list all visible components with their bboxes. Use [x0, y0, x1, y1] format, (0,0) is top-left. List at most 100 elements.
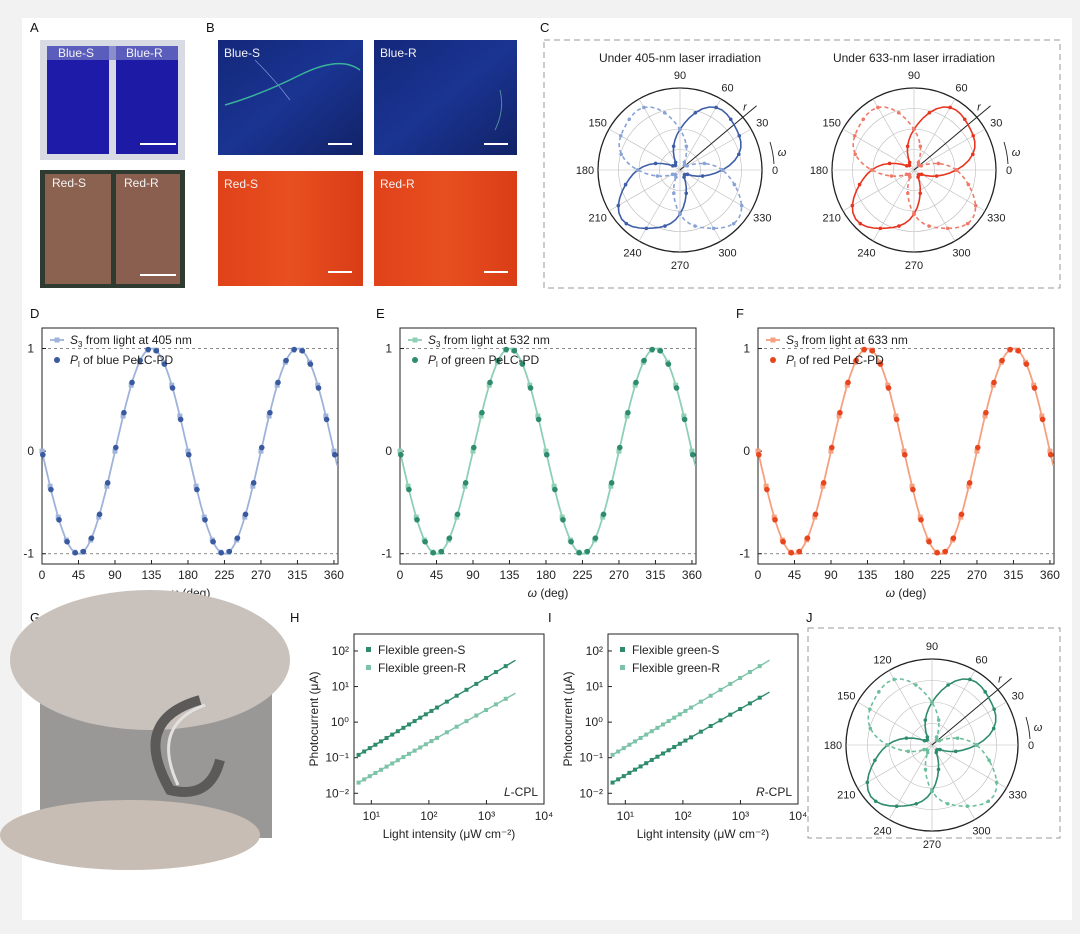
data-point — [423, 712, 428, 717]
polar-point-solid — [922, 738, 927, 743]
polar-point-dashed — [720, 168, 725, 172]
polar-omega-label: ω — [778, 147, 787, 159]
polar-point-solid — [919, 172, 924, 177]
device-red-s — [45, 174, 111, 284]
polar-point-dashed — [693, 224, 697, 228]
point-pl — [764, 486, 770, 493]
data-point — [423, 742, 428, 747]
data-point — [464, 687, 469, 692]
polar-angle-tick: 0 — [1006, 165, 1012, 177]
point-s3 — [535, 413, 541, 419]
polar-chart-c-left: 0 30 60 90 150 180 210 240 270 300 330 r ω — [576, 70, 787, 272]
data-point — [757, 695, 762, 700]
data-point — [378, 739, 383, 744]
device-blue-s — [47, 46, 109, 154]
point-pl — [503, 346, 510, 353]
data-point — [395, 758, 400, 763]
finger-top — [10, 590, 290, 730]
x-tick-label: 10³ — [478, 809, 495, 823]
point-s3 — [242, 514, 248, 520]
label-red-r: Red-R — [380, 177, 415, 191]
legend-entry: Pl of green PeLC-PD — [428, 353, 540, 369]
x-tick-label: 10⁴ — [535, 809, 554, 823]
data-point — [610, 780, 615, 785]
point-pl — [430, 549, 437, 556]
polar-point-dashed — [655, 174, 660, 178]
point-pl — [495, 357, 501, 364]
y-tick-label: 10⁻¹ — [325, 751, 349, 765]
x-tick-label: 360 — [1040, 568, 1060, 582]
point-s3 — [844, 382, 850, 388]
polar-angle-tick: 180 — [576, 165, 594, 177]
crack-line — [254, 59, 291, 101]
point-pl — [88, 535, 95, 541]
point-pl — [828, 444, 835, 451]
polar-point-dashed — [732, 182, 737, 187]
micrograph-red-s — [218, 171, 363, 286]
data-point — [390, 732, 395, 737]
y-tick-label: -1 — [381, 547, 392, 561]
point-pl — [185, 451, 192, 458]
point-s3 — [820, 483, 826, 489]
polar-point-solid — [934, 174, 939, 178]
x-tick-label: 45 — [788, 568, 802, 582]
data-point — [708, 724, 713, 729]
point-pl — [479, 409, 485, 416]
polar-point-dashed — [936, 718, 941, 722]
polar-point-solid — [857, 182, 862, 187]
point-s3 — [527, 382, 533, 388]
polar-point-dashed — [635, 168, 640, 172]
point-pl — [250, 480, 257, 486]
data-point — [412, 719, 417, 724]
polar-spoke — [638, 98, 681, 171]
polar-angle-tick: 240 — [623, 247, 641, 259]
point-pl — [210, 538, 216, 545]
point-pl — [926, 538, 932, 545]
point-pl — [893, 416, 900, 423]
polar-angle-tick: 150 — [589, 118, 607, 130]
point-s3 — [600, 514, 606, 520]
polar-angle-tick: 240 — [857, 247, 875, 259]
x-tick-label: 10¹ — [363, 809, 380, 823]
panel-letter-f: F — [736, 306, 744, 321]
polar-point-dashed — [618, 133, 623, 138]
point-pl — [80, 548, 87, 555]
point-pl — [576, 549, 583, 556]
panel-letter-e: E — [376, 306, 385, 321]
polar-angle-tick: 210 — [837, 790, 855, 802]
polar-angle-tick: 150 — [837, 691, 855, 703]
x-tick-label: 315 — [645, 568, 665, 582]
polar-point-solid — [962, 117, 967, 122]
point-pl — [194, 486, 200, 493]
data-point — [444, 730, 449, 735]
point-s3 — [1047, 448, 1053, 454]
polar-spoke — [931, 670, 976, 746]
point-pl — [910, 486, 916, 493]
x-tick-label: 270 — [967, 568, 987, 582]
polar-point-solid — [623, 182, 628, 187]
polar-spoke — [679, 169, 752, 212]
point-s3 — [1039, 413, 1045, 419]
polar-angle-tick: 60 — [721, 83, 733, 95]
point-s3 — [177, 413, 183, 419]
polar-point-dashed — [965, 804, 970, 809]
polar-point-solid — [916, 172, 921, 177]
panel-letter-c: C — [540, 20, 549, 35]
polar-point-dashed — [868, 726, 873, 731]
point-pl — [129, 379, 135, 386]
polar-point-solid — [682, 172, 687, 177]
x-tick-label: 180 — [536, 568, 556, 582]
polar-point-dashed — [853, 152, 857, 157]
polar-point-solid — [700, 174, 705, 178]
data-point — [373, 742, 378, 747]
point-pl — [1031, 385, 1038, 391]
polar-point-solid — [663, 224, 667, 228]
data-point — [689, 705, 694, 710]
x-tick-label: 10⁴ — [789, 809, 808, 823]
point-pl — [772, 516, 778, 523]
polar-point-solid — [904, 736, 909, 740]
data-point — [503, 664, 508, 669]
point-pl — [454, 511, 461, 518]
x-tick-label: 45 — [72, 568, 86, 582]
point-pl — [934, 549, 941, 556]
